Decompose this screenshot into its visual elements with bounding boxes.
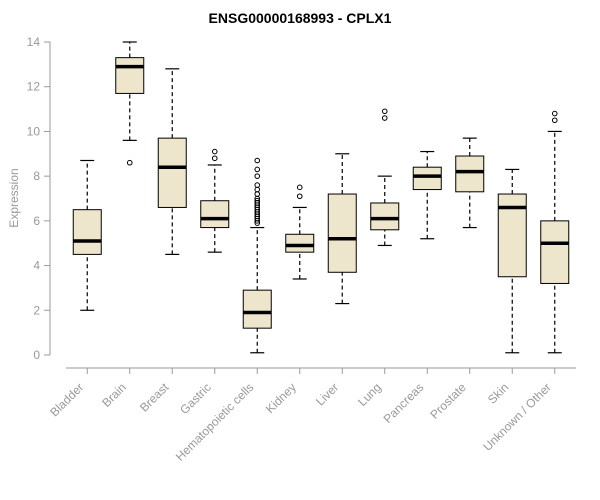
outlier-gastric [211, 148, 218, 155]
outlier-hematopoietic-cells [254, 191, 261, 197]
outlier-lung [381, 115, 388, 121]
chart-title: ENSG00000168993 - CPLX1 [208, 10, 392, 26]
outlier-kidney [296, 184, 303, 191]
outlier-hematopoietic-cells [254, 157, 261, 164]
x-axis-tick-label-gastric: Gastric [177, 380, 214, 417]
y-axis-tick-label: 10 [27, 124, 41, 138]
y-axis-tick-label: 14 [27, 35, 41, 49]
outlier-unknown-other [551, 117, 558, 124]
x-axis-tick-label-kidney: Kidney [263, 380, 299, 416]
box-breast [157, 137, 187, 208]
outlier-hematopoietic-cells [254, 166, 261, 173]
box-brain [115, 57, 145, 94]
box-prostate [455, 155, 485, 193]
x-axis-tick-label-bladder: Bladder [47, 380, 86, 419]
box-bladder [72, 209, 102, 255]
box-kidney [285, 233, 315, 253]
outlier-hematopoietic-cells [254, 182, 261, 188]
x-axis-tick-label-lung: Lung [355, 380, 384, 409]
x-axis-tick-label-pancreas: Pancreas [381, 380, 427, 426]
box-unknown-other [540, 220, 570, 284]
x-axis-tick-label-prostate: Prostate [427, 380, 469, 422]
outlier-lung [381, 108, 388, 115]
x-axis-tick-label-brain: Brain [99, 380, 129, 410]
x-axis-tick-label-liver: Liver [313, 380, 341, 408]
box-hematopoietic-cells [242, 289, 272, 329]
box-liver [327, 193, 357, 273]
box-pancreas [412, 166, 442, 191]
outlier-kidney [296, 193, 303, 200]
x-axis-tick-label-breast: Breast [137, 380, 172, 415]
x-axis-tick-label-skin: Skin [485, 380, 511, 406]
outlier-hematopoietic-cells [254, 173, 261, 179]
outlier-gastric [211, 155, 218, 162]
y-axis-tick-label: 6 [33, 214, 40, 228]
y-axis-tick-label: 0 [33, 348, 40, 362]
y-axis-tick-label: 4 [33, 259, 40, 273]
box-lung [370, 202, 400, 231]
outlier-hematopoietic-cells [254, 186, 261, 193]
y-axis-tick-label: 8 [33, 169, 40, 183]
outlier-unknown-other [551, 110, 558, 117]
y-axis-tick-label: 12 [27, 80, 41, 94]
box-gastric [200, 200, 230, 229]
outlier-hematopoietic-cells [254, 197, 261, 204]
y-axis-tick-label: 2 [33, 303, 40, 317]
outlier-brain [126, 159, 133, 166]
x-axis-tick-label-hematopoietic-cells: Hematopoietic cells [173, 380, 256, 463]
